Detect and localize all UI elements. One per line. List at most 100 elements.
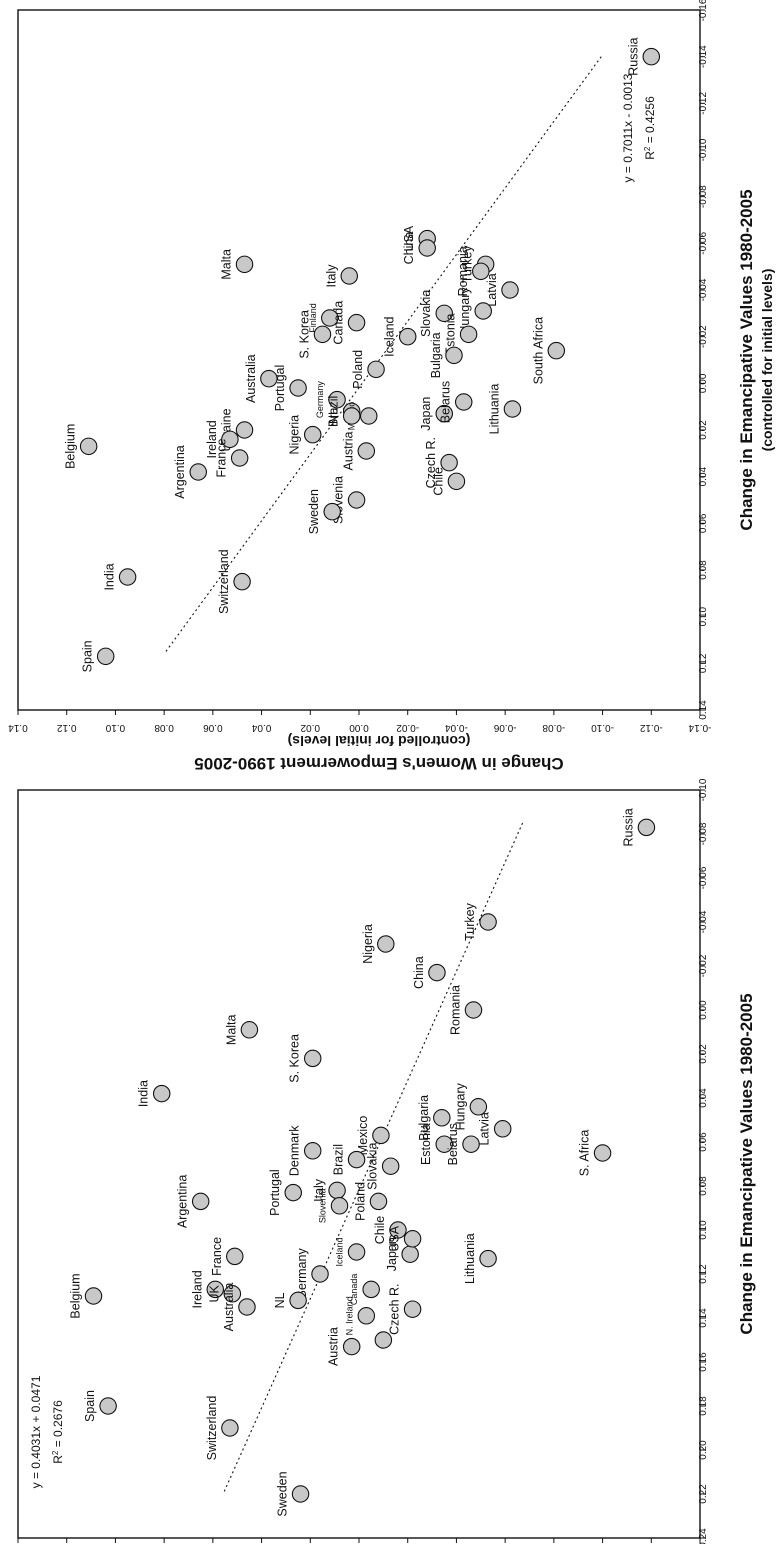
y-tick-label: 0.10: [105, 722, 125, 733]
point-label: USA: [388, 1225, 402, 1251]
data-point: [323, 502, 341, 521]
point-label: Slovakia: [419, 290, 433, 337]
x-tick-label: 0.18: [698, 1396, 709, 1416]
point-label: S. Africa: [578, 1130, 592, 1177]
x-tick-label: 0.02: [698, 420, 709, 440]
data-point: [401, 1245, 419, 1263]
point-label: Latvia: [478, 1112, 492, 1145]
point-label: South Africa: [531, 317, 545, 384]
point-label: Japan: [385, 1237, 399, 1271]
data-point: [303, 1049, 322, 1068]
point-label: Ireland: [190, 1270, 204, 1308]
data-point: [593, 1144, 612, 1162]
data-point: [433, 1109, 451, 1127]
point-label: Germany: [295, 1248, 309, 1300]
x-tick-label: 0.16: [698, 1352, 709, 1372]
point-label: Chile: [431, 467, 445, 496]
data-point: [99, 1397, 117, 1415]
data-point: [152, 1084, 171, 1103]
regression-equation: y = 0.7011x - 0.0013: [621, 73, 635, 182]
data-point: [362, 1280, 380, 1299]
data-point: [230, 449, 249, 467]
x-tick-label: 0.12: [698, 653, 709, 673]
x-tick-label: 0.00: [698, 1000, 709, 1020]
point-label: Spain: [81, 640, 95, 672]
point-label: India: [103, 563, 117, 590]
x-tick-label: -0.14: [698, 45, 709, 68]
point-label: Australia: [222, 1283, 236, 1332]
data-point: [359, 407, 378, 425]
data-point: [340, 267, 359, 285]
point-label: Switzerland: [205, 1396, 219, 1461]
y-tick-label: 0.12: [57, 722, 77, 733]
point-label: Belarus: [439, 381, 453, 423]
y-tick-label: 0.04: [251, 722, 271, 733]
point-label: Mexico: [356, 1116, 370, 1156]
x-axis-title: Change in Emancipative Values 1980-2005: [737, 189, 756, 530]
data-point: [493, 1120, 512, 1138]
data-point: [226, 1247, 244, 1266]
point-label: Lithuania: [487, 384, 501, 435]
r-squared-symbol: R: [51, 1455, 65, 1464]
data-point: [96, 647, 115, 666]
data-point: [233, 572, 251, 591]
point-label: Spain: [83, 1390, 97, 1422]
data-point: [289, 379, 307, 397]
point-label: Bulgaria: [417, 1095, 431, 1141]
point-label: France: [210, 1237, 224, 1276]
point-label: Estonia: [444, 313, 458, 355]
point-label: Russia: [621, 808, 635, 846]
point-label: Austria: [327, 1327, 341, 1366]
point-label: Beiarus: [446, 1123, 460, 1165]
x-tick-label: 0.08: [698, 560, 709, 580]
r-squared-symbol: R: [643, 151, 657, 160]
data-point: [472, 262, 490, 281]
data-point: [84, 1287, 103, 1305]
point-label: Estonia: [419, 1123, 433, 1165]
data-point: [454, 393, 473, 411]
scatter-chart-right: -0.16 -0.14 -0.12 -0.10 -0.08 -0.06 -0.04 -0.02…: [8, 0, 775, 773]
point-label: Germany: [315, 381, 325, 419]
point-label: Malta: [224, 1014, 238, 1045]
point-label: N. Ireland: [344, 1296, 354, 1335]
data-point: [642, 47, 661, 66]
data-point: [403, 1230, 422, 1248]
point-label: India: [137, 1080, 151, 1107]
regression-equation: y = 0.4031x + 0.0471: [29, 1375, 43, 1488]
x-tick-label: 0.10: [698, 1220, 709, 1240]
point-label: Portugal: [268, 1169, 282, 1216]
y-tick-label: -0.06: [493, 722, 516, 733]
point-label: Nigeria: [288, 415, 302, 455]
point-label: Poland: [353, 1182, 367, 1221]
data-point: [369, 1192, 388, 1211]
point-label: Lithuania: [463, 1233, 477, 1284]
data-point: [479, 913, 497, 931]
point-label: Switzerland: [217, 549, 231, 614]
data-point: [311, 1265, 329, 1283]
data-point: [474, 302, 492, 320]
data-point: [235, 255, 254, 274]
data-point: [374, 1331, 393, 1349]
x-tick-label: 0.12: [698, 1264, 709, 1284]
data-point: [321, 309, 339, 327]
data-point: [238, 1298, 256, 1316]
point-label: Sweden: [276, 1471, 290, 1516]
point-label: Malta: [220, 249, 234, 280]
point-label: Italy: [312, 1178, 326, 1202]
data-point: [462, 1135, 480, 1153]
data-point: [445, 346, 463, 365]
data-point: [403, 1300, 422, 1318]
point-label: Iceland: [383, 316, 397, 356]
data-point: [347, 1150, 366, 1169]
point-label: Turkey: [463, 902, 477, 940]
point-label: Belgium: [64, 424, 78, 469]
point-label: Russia: [626, 38, 640, 76]
point-label: Turkey: [461, 245, 475, 283]
x-tick-label: -0.16: [698, 0, 709, 21]
data-point: [440, 453, 458, 472]
x-tick-label: 0.00: [698, 373, 709, 393]
x-tick-label: 0.14: [698, 1308, 709, 1328]
x-axis-subtitle: (controlled for initial levels): [759, 269, 775, 452]
x-tick-label: -0.08: [698, 822, 709, 845]
point-label: Hungary: [453, 1082, 467, 1130]
